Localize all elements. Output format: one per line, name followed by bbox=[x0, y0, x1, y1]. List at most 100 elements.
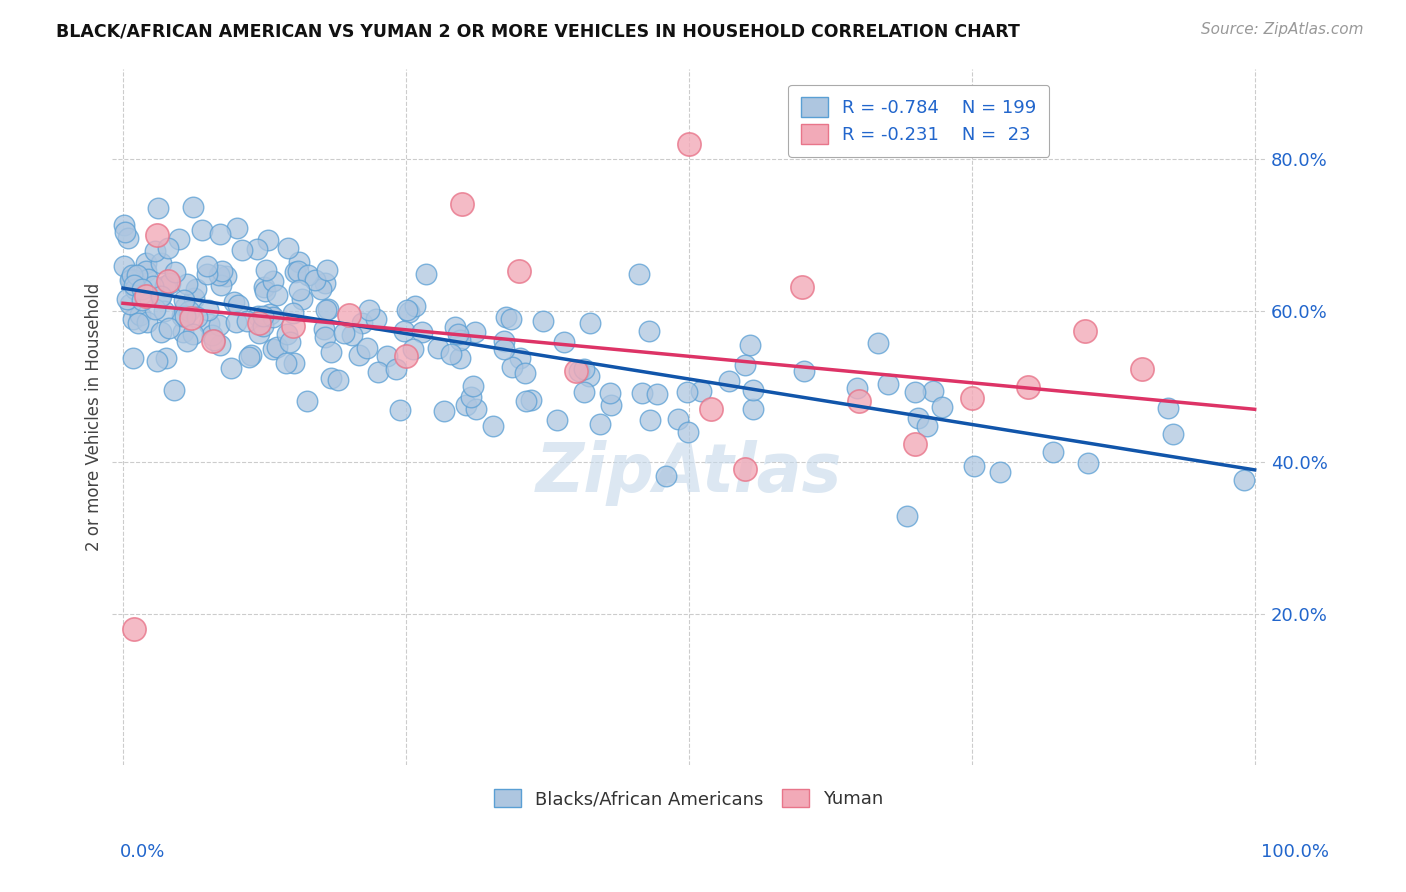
Point bbox=[135, 256, 157, 270]
Point bbox=[389, 402, 412, 417]
Point bbox=[740, 338, 762, 352]
Point bbox=[252, 279, 274, 293]
Point bbox=[1042, 444, 1064, 458]
Point bbox=[444, 320, 467, 334]
Point bbox=[321, 344, 343, 359]
Point bbox=[186, 282, 208, 296]
Point bbox=[176, 277, 198, 291]
Point bbox=[1074, 324, 1097, 338]
Point bbox=[960, 391, 983, 405]
Point bbox=[963, 458, 986, 473]
Point bbox=[564, 364, 586, 378]
Point bbox=[112, 260, 135, 274]
Point bbox=[124, 282, 146, 296]
Point bbox=[304, 273, 326, 287]
Point bbox=[146, 201, 169, 215]
Point bbox=[278, 334, 301, 349]
Point bbox=[114, 225, 136, 239]
Point bbox=[896, 509, 918, 524]
Point bbox=[501, 312, 523, 326]
Point bbox=[153, 278, 176, 293]
Point bbox=[440, 347, 463, 361]
Point bbox=[136, 272, 159, 286]
Point bbox=[689, 384, 711, 398]
Point bbox=[266, 340, 288, 354]
Point bbox=[122, 351, 145, 365]
Point bbox=[202, 334, 225, 348]
Point bbox=[1130, 362, 1153, 376]
Point bbox=[678, 425, 700, 440]
Point bbox=[481, 419, 503, 434]
Point bbox=[262, 310, 284, 324]
Point bbox=[287, 263, 309, 277]
Point bbox=[316, 301, 339, 316]
Point bbox=[599, 398, 621, 412]
Point bbox=[666, 412, 689, 426]
Point bbox=[647, 386, 669, 401]
Point bbox=[315, 263, 337, 277]
Point bbox=[1161, 426, 1184, 441]
Point bbox=[627, 267, 650, 281]
Point bbox=[907, 410, 929, 425]
Point bbox=[228, 298, 250, 312]
Point bbox=[127, 316, 149, 330]
Point bbox=[283, 356, 305, 370]
Point bbox=[454, 398, 477, 412]
Point bbox=[247, 309, 270, 323]
Point bbox=[254, 262, 277, 277]
Point bbox=[150, 288, 173, 302]
Point bbox=[553, 334, 575, 349]
Point bbox=[990, 465, 1012, 479]
Point bbox=[172, 309, 194, 323]
Point bbox=[252, 319, 274, 334]
Point bbox=[578, 317, 600, 331]
Point bbox=[384, 362, 406, 376]
Point bbox=[209, 227, 232, 241]
Point bbox=[157, 241, 180, 255]
Point bbox=[402, 342, 425, 356]
Point bbox=[589, 417, 612, 431]
Point bbox=[337, 309, 360, 323]
Point bbox=[202, 333, 225, 347]
Point bbox=[904, 436, 927, 450]
Point bbox=[155, 351, 177, 366]
Point bbox=[135, 289, 157, 303]
Point bbox=[734, 462, 756, 476]
Point bbox=[395, 349, 418, 363]
Point bbox=[398, 305, 420, 319]
Point bbox=[149, 255, 172, 269]
Point bbox=[186, 310, 208, 325]
Point bbox=[240, 348, 263, 362]
Point bbox=[157, 321, 180, 335]
Point bbox=[197, 267, 219, 281]
Point bbox=[460, 390, 482, 404]
Point bbox=[321, 370, 343, 384]
Point bbox=[288, 254, 311, 268]
Point bbox=[655, 468, 678, 483]
Point bbox=[115, 292, 138, 306]
Point bbox=[183, 291, 205, 305]
Point bbox=[197, 302, 219, 317]
Point bbox=[515, 394, 537, 409]
Point bbox=[226, 220, 249, 235]
Point bbox=[451, 196, 474, 211]
Point bbox=[167, 232, 190, 246]
Point bbox=[262, 343, 284, 357]
Point bbox=[349, 348, 371, 362]
Point bbox=[578, 368, 600, 383]
Point bbox=[404, 299, 426, 313]
Point bbox=[122, 311, 145, 326]
Point bbox=[742, 401, 765, 416]
Point bbox=[176, 334, 198, 348]
Point bbox=[1017, 379, 1039, 393]
Point bbox=[638, 324, 661, 338]
Point bbox=[159, 276, 181, 290]
Text: Source: ZipAtlas.com: Source: ZipAtlas.com bbox=[1201, 22, 1364, 37]
Point bbox=[162, 383, 184, 397]
Point bbox=[427, 341, 450, 355]
Point bbox=[180, 311, 202, 326]
Point bbox=[146, 354, 169, 368]
Point bbox=[215, 269, 238, 284]
Point bbox=[921, 384, 943, 398]
Point bbox=[917, 419, 939, 434]
